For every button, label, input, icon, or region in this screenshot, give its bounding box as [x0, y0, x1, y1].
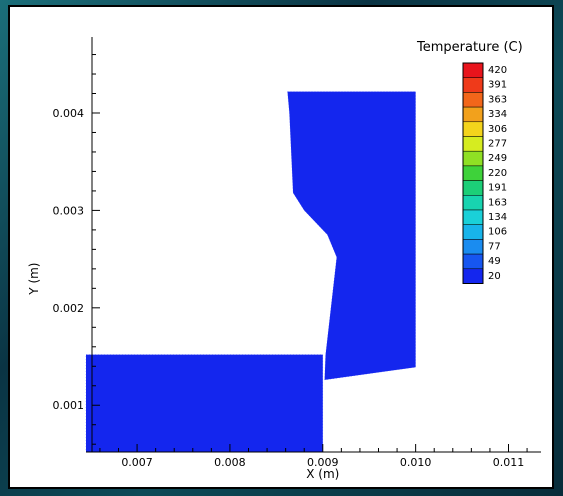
- legend-swatch-334: [462, 106, 484, 123]
- x-tick-label: 0.009: [307, 456, 339, 469]
- legend-swatch-49: [462, 253, 484, 270]
- legend-label-106: 106: [488, 227, 507, 238]
- y-axis-title: Y (m): [27, 262, 41, 295]
- x-axis-title: X (m): [306, 467, 339, 481]
- legend-label-163: 163: [488, 197, 507, 208]
- region-mesh-upper-plate: [287, 91, 416, 381]
- x-tick-label: 0.007: [121, 456, 153, 469]
- contour-regions: [85, 91, 416, 453]
- legend-label-220: 220: [488, 168, 507, 179]
- y-tick-label: 0.003: [53, 204, 85, 217]
- region-mesh-lower-plate: [85, 354, 324, 453]
- legend-border: [462, 62, 484, 284]
- legend-label-334: 334: [488, 109, 507, 120]
- legend-swatch-391: [462, 77, 484, 93]
- legend-label-363: 363: [488, 94, 507, 105]
- x-tick-label: 0.011: [493, 456, 525, 469]
- legend-label-49: 49: [488, 256, 501, 267]
- x-tick-label: 0.008: [214, 456, 246, 469]
- legend-swatch-106: [462, 224, 484, 240]
- legend-label-277: 277: [488, 139, 507, 150]
- legend-swatch-134: [462, 209, 484, 225]
- region-lower-plate: [86, 354, 323, 452]
- legend-swatch-220: [462, 165, 484, 181]
- legend-swatch-163: [462, 195, 484, 211]
- legend-swatch-420: [462, 62, 484, 78]
- legend-swatch-306: [462, 121, 484, 137]
- legend-swatch-249: [462, 150, 484, 167]
- legend-label-191: 191: [488, 183, 507, 194]
- legend-label-20: 20: [488, 271, 501, 282]
- legend-label-306: 306: [488, 124, 507, 135]
- y-tick-label: 0.001: [53, 399, 85, 412]
- legend-title: Temperature (C): [416, 40, 523, 55]
- y-tick-label: 0.002: [53, 302, 85, 315]
- legend-swatch-20: [462, 268, 484, 284]
- legend-label-77: 77: [488, 241, 501, 252]
- region-upper-plate: [287, 91, 416, 380]
- legend-label-134: 134: [488, 212, 507, 223]
- legend-label-420: 420: [488, 65, 507, 76]
- legend-swatch-363: [462, 92, 484, 108]
- axes: 0.007 0.008 0.009 0.010 0.011 0.001 0.002 0.003…: [27, 37, 541, 481]
- legend-label-249: 249: [488, 153, 507, 164]
- legend-swatch-277: [462, 136, 484, 152]
- x-tick-label: 0.010: [400, 456, 432, 469]
- legend-swatch-77: [462, 239, 484, 255]
- legend-label-391: 391: [488, 80, 507, 91]
- y-tick-label: 0.004: [53, 107, 85, 120]
- temperature-legend: Temperature (C) 420 391 363 334 306 277 249 220 1…: [416, 40, 523, 284]
- legend-swatch-191: [462, 180, 484, 196]
